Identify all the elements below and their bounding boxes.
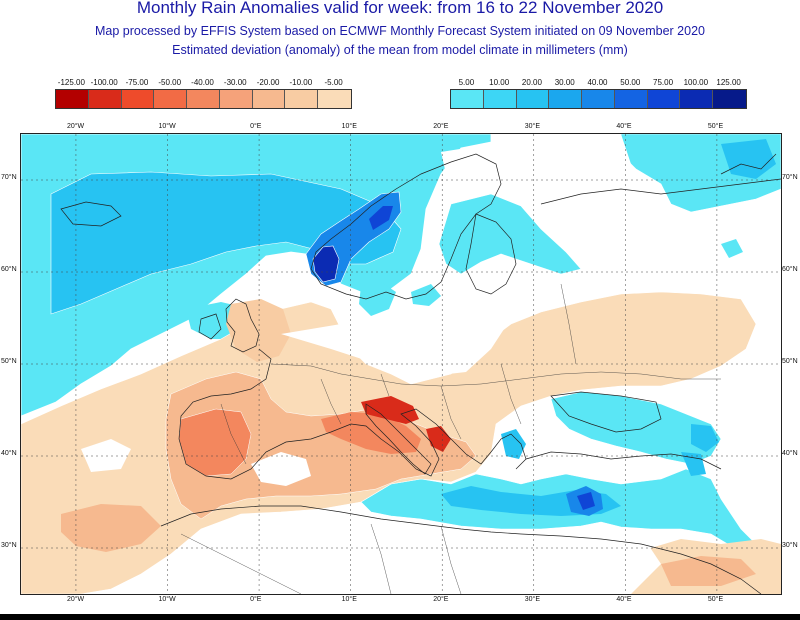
coast-uk [225,298,260,353]
legend-negative-swatch-8 [318,90,351,108]
lon-tick-top-5: 30°E [524,123,541,130]
legend-positive-label-8: 125.00 [716,78,741,87]
legend-positive-swatch-2 [516,90,550,108]
lat-tick-left-3: 40°N [1,450,17,457]
coast-black-sea [550,391,662,433]
lon-tick-top-2: 0°E [250,123,262,130]
lat-tick-left-1: 60°N [1,266,17,273]
legend-negative-colorbar [55,89,352,109]
coast-scandinavia [310,153,502,300]
lon-tick-bottom-0: 20°W [66,596,85,603]
legend-positive-label-3: 30.00 [554,78,575,87]
map-subtitle-processing: Map processed by EFFIS System based on E… [95,24,705,38]
lon-tick-top-0: 20°W [66,123,85,130]
coast-ireland [198,313,222,340]
legend-positive-swatch-0 [451,90,484,108]
legend-positive-swatch-6 [647,90,681,108]
lon-tick-top-3: 10°E [341,123,357,130]
coast-arctic [540,178,781,205]
lat-tick-left-2: 50°N [1,358,17,365]
legend-negative-swatch-5 [219,90,253,108]
rain-anomaly-map [20,133,782,595]
lon-tick-bottom-3: 10°E [341,596,357,603]
lon-tick-bottom-6: 40°E [616,596,632,603]
coast-africa [160,505,762,594]
legend-negative-swatch-4 [187,90,220,108]
legend-negative-label-5: -30.00 [223,78,247,87]
country-borders [180,283,721,594]
coast-iceland [60,201,122,227]
legend-positive-swatch-5 [614,90,648,108]
lat-tick-left-4: 30°N [1,542,17,549]
legend-positive-label-6: 75.00 [653,78,674,87]
lon-tick-bottom-4: 20°E [433,596,449,603]
dry-anomaly-areas [21,291,781,594]
coast-turkey [525,451,722,470]
lon-tick-bottom-1: 10°W [158,596,176,603]
coast-italy [365,403,432,475]
lon-tick-bottom-2: 0°E [250,596,262,603]
coastlines [60,153,781,594]
bottom-bar [0,614,800,620]
legend-negative-label-6: -20.00 [256,78,280,87]
lon-tick-top-7: 50°E [707,123,724,130]
legend-positive-swatch-4 [582,90,615,108]
legend-positive-colorbar [450,89,747,109]
legend-negative-label-8: -5.00 [324,78,343,87]
lon-tick-top-1: 10°W [158,123,176,130]
legend-negative-label-7: -10.00 [289,78,313,87]
legend-negative-swatch-6 [252,90,286,108]
legend-negative-label-0: -125.00 [57,78,85,87]
coast-finland [465,213,517,295]
legend-negative-swatch-3 [154,90,188,108]
lon-tick-top-4: 20°E [433,123,449,130]
legend-positive-swatch-7 [680,90,714,108]
legend-positive-label-2: 20.00 [521,78,542,87]
wet-area-norway-core [312,245,340,283]
legend-positive-swatch-1 [483,90,517,108]
legend-positive-label-4: 40.00 [587,78,608,87]
coast-europe-west [178,348,527,480]
lon-tick-bottom-7: 50°E [707,596,724,603]
lat-tick-right-0: 70°N [782,174,798,181]
legend-positive-label-1: 10.00 [489,78,510,87]
legend-negative-swatch-7 [285,90,319,108]
dry-area-iberia-mid [165,371,477,520]
legend-negative-swatch-0 [56,90,89,108]
near-normal-areas [81,134,666,594]
legend-negative-swatch-1 [88,90,122,108]
lon-tick-top-6: 40°E [616,123,632,130]
lon-tick-bottom-5: 30°E [524,596,541,603]
legend-positive-swatch-3 [549,90,583,108]
lat-tick-right-2: 50°N [782,358,798,365]
legend-negative-label-4: -40.00 [191,78,214,87]
lat-tick-right-3: 40°N [782,450,798,457]
map-gridlines [21,134,781,594]
legend-negative-label-2: -75.00 [125,78,149,87]
map-title: Monthly Rain Anomalies valid for week: f… [136,0,664,17]
legend-positive-swatch-8 [713,90,746,108]
legend-positive-label-5: 50.00 [620,78,641,87]
legend-negative-label-3: -50.00 [158,78,182,87]
legend-negative-swatch-2 [121,90,155,108]
lat-tick-left-0: 70°N [1,174,17,181]
map-canvas [21,134,781,594]
legend-positive-label-7: 100.00 [683,78,709,87]
wet-area-scandinavia-east [438,193,582,275]
lat-tick-right-1: 60°N [782,266,798,273]
legend-negative-label-1: -100.00 [90,78,118,87]
legend-positive-label-0: 5.00 [458,78,475,87]
lat-tick-right-4: 30°N [782,542,798,549]
map-subtitle-units: Estimated deviation (anomaly) of the mea… [172,43,628,57]
